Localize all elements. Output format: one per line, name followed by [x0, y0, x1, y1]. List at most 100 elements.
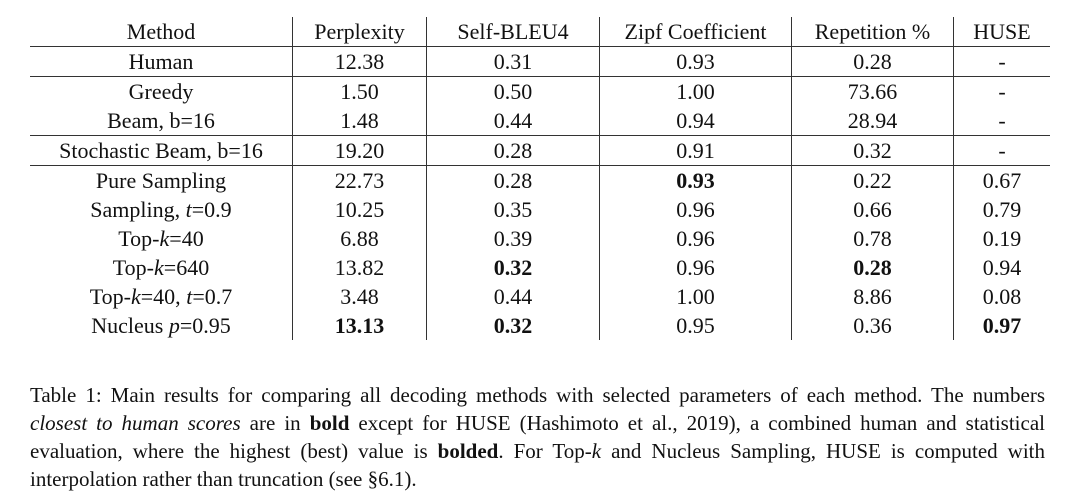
- value-cell: 1.48: [292, 106, 427, 136]
- cell-value: 0.79: [982, 197, 1022, 222]
- value-cell: 0.28: [426, 135, 600, 166]
- value-cell: 73.66: [791, 76, 954, 106]
- cell-value: 0.97: [982, 313, 1022, 338]
- cell-value: 0.44: [493, 284, 533, 309]
- value-cell: 0.95: [599, 311, 792, 340]
- caption-text: are in: [240, 411, 310, 435]
- method-cell: Pure Sampling: [30, 165, 293, 195]
- table-row: Pure Sampling 22.73 0.28 0.93 0.22 0.67: [30, 165, 1051, 196]
- cell-value: 1.48: [340, 108, 379, 133]
- value-cell: 10.25: [292, 195, 427, 224]
- value-cell: 0.94: [599, 106, 792, 136]
- method-label-part: Pure Sampling: [95, 168, 227, 193]
- value-cell: 0.32: [426, 311, 600, 340]
- column-header: Method: [30, 17, 293, 47]
- cell-value: 0.50: [493, 79, 533, 104]
- table-caption: Table 1: Main results for comparing all …: [30, 381, 1045, 493]
- value-cell: 0.28: [426, 165, 600, 195]
- caption-text: . For Top-: [498, 439, 592, 463]
- cell-value: 0.78: [853, 226, 892, 251]
- caption-text: closest to human scores: [30, 411, 241, 435]
- column-header: Self-BLEU4: [426, 17, 600, 47]
- cell-value: 0.36: [853, 313, 892, 338]
- value-cell: 1.00: [599, 76, 792, 106]
- value-cell: 6.88: [292, 224, 427, 253]
- value-cell: 0.32: [426, 253, 600, 282]
- value-cell: 28.94: [791, 106, 954, 136]
- caption-text: bold: [309, 411, 350, 435]
- cell-value: 0.32: [493, 255, 533, 280]
- cell-value: 0.28: [853, 49, 892, 74]
- cell-value: 0.95: [676, 313, 715, 338]
- value-cell: 13.82: [292, 253, 427, 282]
- method-label-part: p: [168, 313, 180, 338]
- cell-value: 0.28: [493, 138, 533, 163]
- cell-value: 13.82: [334, 255, 385, 280]
- value-cell: 3.48: [292, 282, 427, 311]
- cell-value: 22.73: [334, 168, 385, 193]
- cell-value: -: [998, 108, 1006, 133]
- table-row: Nucleus p=0.95 13.13 0.32 0.95 0.36 0.97: [30, 311, 1050, 340]
- table-row: Beam, b=16 1.48 0.44 0.94 28.94 -: [30, 106, 1050, 136]
- cell-value: 0.28: [853, 255, 892, 280]
- value-cell: 0.96: [599, 224, 792, 253]
- value-cell: 0.08: [954, 282, 1051, 311]
- cell-value: 10.25: [334, 197, 385, 222]
- method-label-part: =0.95: [179, 313, 231, 338]
- results-table: Method Perplexity Self-BLEU4 Zipf Coefficie…: [30, 17, 1050, 340]
- value-cell: 0.94: [954, 253, 1051, 282]
- table-row: Sampling, t=0.9 10.25 0.35 0.96 0.66 0.79: [30, 195, 1050, 224]
- method-cell: Top-k=640: [30, 253, 293, 282]
- method-label-part: Greedy: [128, 79, 194, 104]
- cell-value: 0.96: [676, 197, 715, 222]
- value-cell: 0.50: [426, 76, 600, 106]
- method-label-part: k: [154, 255, 164, 280]
- cell-value: 0.22: [853, 168, 892, 193]
- table-row: Top-k=640 13.82 0.32 0.96 0.28 0.94: [30, 253, 1050, 282]
- value-cell: 0.44: [426, 106, 600, 136]
- value-cell: 8.86: [791, 282, 954, 311]
- method-cell: Nucleus p=0.95: [30, 311, 293, 340]
- cell-value: 12.38: [334, 49, 385, 74]
- value-cell: 1.50: [292, 76, 427, 106]
- method-label-part: t: [186, 284, 193, 309]
- method-label-part: =40,: [140, 284, 187, 309]
- cell-value: 0.35: [493, 197, 533, 222]
- cell-value: -: [998, 79, 1006, 104]
- cell-value: 8.86: [853, 284, 892, 309]
- method-cell: Stochastic Beam, b=16: [30, 135, 293, 166]
- table-row: Top-k=40 6.88 0.39 0.96 0.78 0.19: [30, 224, 1050, 253]
- value-cell: 0.93: [599, 46, 792, 77]
- cell-value: 0.66: [853, 197, 892, 222]
- value-cell: -: [953, 106, 1050, 136]
- method-cell: Top-k=40: [30, 224, 293, 253]
- column-header: Zipf Coefficient: [599, 17, 792, 47]
- method-label-part: t: [185, 197, 192, 222]
- value-cell: 0.91: [599, 135, 792, 166]
- value-cell: 0.32: [791, 135, 954, 166]
- method-label-part: Sampling,: [90, 197, 186, 222]
- cell-value: 13.13: [334, 313, 385, 338]
- value-cell: 0.79: [954, 195, 1051, 224]
- cell-value: 73.66: [847, 79, 898, 104]
- cell-value: 0.93: [676, 168, 715, 193]
- value-cell: 0.35: [426, 195, 600, 224]
- value-cell: -: [953, 135, 1050, 166]
- cell-value: 3.48: [340, 284, 379, 309]
- cell-value: 28.94: [847, 108, 898, 133]
- cell-value: 19.20: [334, 138, 385, 163]
- cell-value: 0.67: [982, 168, 1022, 193]
- method-cell: Sampling, t=0.9: [30, 195, 293, 224]
- value-cell: 0.97: [954, 311, 1051, 340]
- value-cell: 0.67: [954, 166, 1051, 196]
- cell-value: 0.28: [493, 168, 533, 193]
- table-row: Human 12.38 0.31 0.93 0.28 -: [30, 46, 1050, 77]
- cell-value: 0.31: [493, 49, 533, 74]
- value-cell: 0.22: [791, 165, 954, 195]
- cell-value: 6.88: [340, 226, 379, 251]
- table-row: Top-k=40, t=0.7 3.48 0.44 1.00 8.86 0.08: [30, 282, 1050, 311]
- cell-value: 0.32: [853, 138, 892, 163]
- method-label-part: Top-: [112, 255, 155, 280]
- method-label-part: Top-: [89, 284, 131, 309]
- cell-value: 0.96: [676, 255, 715, 280]
